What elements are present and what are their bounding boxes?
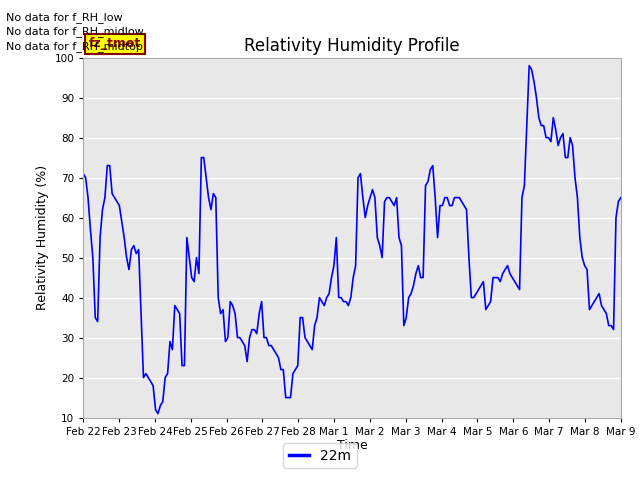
Y-axis label: Relativity Humidity (%): Relativity Humidity (%) xyxy=(36,165,49,310)
Text: No data for f_RH_midlow: No data for f_RH_midlow xyxy=(6,26,144,37)
Text: No data for f_RH_midtop: No data for f_RH_midtop xyxy=(6,41,143,52)
Legend: 22m: 22m xyxy=(283,443,357,468)
Title: Relativity Humidity Profile: Relativity Humidity Profile xyxy=(244,36,460,55)
X-axis label: Time: Time xyxy=(337,439,367,453)
Text: No data for f_RH_low: No data for f_RH_low xyxy=(6,12,123,23)
Text: fz_tmet: fz_tmet xyxy=(88,37,141,50)
